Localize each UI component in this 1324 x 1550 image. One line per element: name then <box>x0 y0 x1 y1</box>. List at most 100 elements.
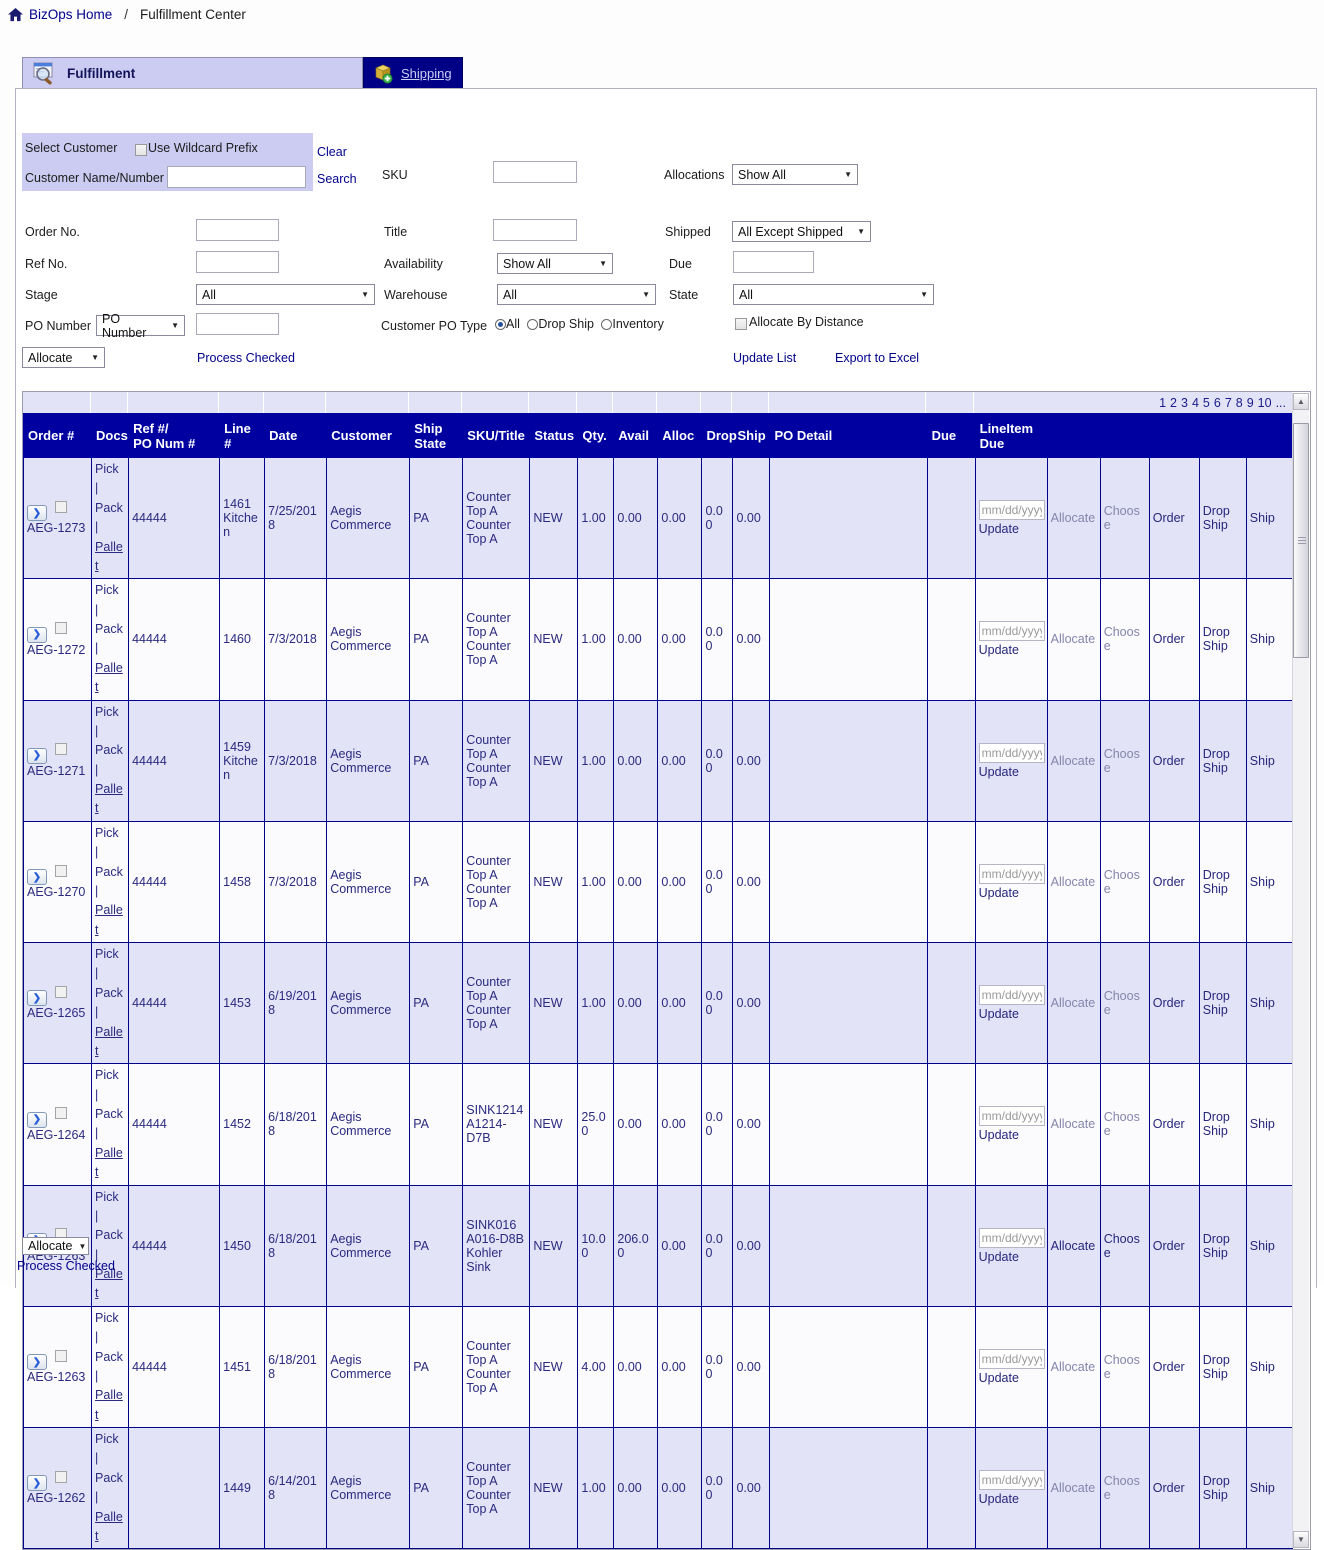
lineitem-due-input[interactable] <box>978 985 1045 1006</box>
lineitem-due-input[interactable] <box>978 742 1045 763</box>
expand-row-button[interactable]: ❯ <box>27 1111 47 1128</box>
due-input[interactable] <box>733 251 814 273</box>
order-link[interactable]: Order <box>1152 874 1185 889</box>
allocate-link[interactable]: Allocate <box>1050 511 1096 526</box>
update-link[interactable]: Update <box>978 764 1019 779</box>
pallet-link[interactable]: Pallet <box>95 1509 123 1543</box>
clear-link[interactable]: Clear <box>317 145 347 159</box>
update-link[interactable]: Update <box>978 1128 1019 1143</box>
pallet-link[interactable]: Pallet <box>95 903 123 937</box>
vertical-scrollbar[interactable]: ▲ ▼ <box>1292 393 1309 1549</box>
order-link[interactable]: Order <box>1152 1481 1185 1496</box>
drop-ship-link[interactable]: Drop Ship <box>1202 625 1230 654</box>
lineitem-due-input[interactable] <box>978 863 1045 884</box>
pallet-link[interactable]: Pallet <box>95 539 123 573</box>
page-link[interactable]: 2 <box>1170 395 1177 410</box>
update-link[interactable]: Update <box>978 643 1019 658</box>
choose-link[interactable]: Choose <box>1103 504 1140 533</box>
row-checkbox[interactable] <box>55 864 67 877</box>
row-checkbox[interactable] <box>55 1349 67 1362</box>
expand-row-button[interactable]: ❯ <box>27 626 47 643</box>
page-link[interactable]: 7 <box>1224 395 1232 410</box>
pick-link[interactable]: Pick <box>95 462 119 476</box>
lineitem-due-input[interactable] <box>978 1470 1045 1491</box>
stage-select[interactable]: All ▼ <box>196 284 375 305</box>
lineitem-due-input[interactable] <box>978 1348 1045 1369</box>
availability-select[interactable]: Show All ▼ <box>497 253 613 274</box>
allocate-link[interactable]: Allocate <box>1050 753 1096 768</box>
pick-link[interactable]: Pick <box>95 1068 119 1083</box>
allocate-link[interactable]: Allocate <box>1050 1117 1096 1132</box>
lineitem-due-input[interactable] <box>978 621 1045 642</box>
customer-name-input[interactable] <box>167 166 306 188</box>
sku-input[interactable] <box>493 161 577 183</box>
ship-link[interactable]: Ship <box>1249 1359 1275 1374</box>
pack-link[interactable]: Pack <box>95 1228 123 1243</box>
tab-fulfillment[interactable]: Fulfillment <box>22 57 363 88</box>
allocate-link[interactable]: Allocate <box>1050 1238 1096 1253</box>
ship-link[interactable]: Ship <box>1249 753 1275 768</box>
expand-row-button[interactable]: ❯ <box>27 869 47 886</box>
po-type-radio-inventory[interactable] <box>601 319 613 330</box>
drop-ship-link[interactable]: Drop Ship <box>1202 1352 1230 1381</box>
choose-link[interactable]: Choose <box>1103 746 1140 775</box>
page-link[interactable]: 10 <box>1257 395 1272 410</box>
lineitem-due-input[interactable] <box>978 1106 1045 1127</box>
po-number-input[interactable] <box>196 313 279 335</box>
po-type-radio-dropship[interactable] <box>527 319 539 330</box>
expand-row-button[interactable]: ❯ <box>27 990 47 1007</box>
state-select[interactable]: All ▼ <box>733 284 934 305</box>
pack-link[interactable]: Pack <box>95 985 123 1000</box>
pallet-link[interactable]: Pallet <box>95 660 123 695</box>
order-link[interactable]: Order <box>1152 996 1185 1011</box>
pack-link[interactable]: Pack <box>95 1107 123 1121</box>
ship-link[interactable]: Ship <box>1249 1238 1275 1253</box>
drop-ship-link[interactable]: Drop Ship <box>1202 1474 1230 1503</box>
update-list-link[interactable]: Update List <box>733 351 797 365</box>
allocate-link[interactable]: Allocate <box>1050 1481 1096 1496</box>
home-icon[interactable] <box>8 7 23 22</box>
row-checkbox[interactable] <box>55 1470 67 1483</box>
pack-link[interactable]: Pack <box>95 864 123 879</box>
drop-ship-link[interactable]: Drop Ship <box>1202 1110 1230 1139</box>
pallet-link[interactable]: Pallet <box>95 782 123 816</box>
ship-link[interactable]: Ship <box>1249 632 1275 647</box>
breadcrumb-home-link[interactable]: BizOps Home <box>29 7 113 22</box>
scroll-up-button[interactable]: ▲ <box>1293 393 1309 410</box>
order-link[interactable]: Order <box>1152 753 1185 768</box>
ship-link[interactable]: Ship <box>1249 874 1275 889</box>
pack-link[interactable]: Pack <box>95 622 123 636</box>
expand-row-button[interactable]: ❯ <box>27 747 47 764</box>
page-link[interactable]: 4 <box>1191 395 1199 410</box>
po-number-select[interactable]: PO Number ▼ <box>96 312 185 340</box>
ship-link[interactable]: Ship <box>1249 1481 1275 1496</box>
ship-link[interactable]: Ship <box>1249 511 1275 526</box>
page-link[interactable]: 9 <box>1246 395 1254 410</box>
pack-link[interactable]: Pack <box>95 1470 123 1485</box>
expand-row-button[interactable]: ❯ <box>27 505 47 522</box>
process-checked-link-bottom[interactable]: Process Checked <box>17 1259 115 1273</box>
shipped-select[interactable]: All Except Shipped ▼ <box>732 221 871 242</box>
choose-link[interactable]: Choose <box>1103 989 1140 1018</box>
pick-link[interactable]: Pick <box>95 1189 119 1204</box>
drop-ship-link[interactable]: Drop Ship <box>1202 867 1230 896</box>
drop-ship-link[interactable]: Drop Ship <box>1202 1231 1230 1260</box>
pick-link[interactable]: Pick <box>95 583 119 598</box>
allocate-link[interactable]: Allocate <box>1050 1359 1096 1374</box>
allocations-select[interactable]: Show All ▼ <box>732 164 858 185</box>
expand-row-button[interactable]: ❯ <box>27 1475 47 1492</box>
update-link[interactable]: Update <box>978 1492 1019 1507</box>
pack-link[interactable]: Pack <box>95 743 123 758</box>
ship-link[interactable]: Ship <box>1249 996 1275 1011</box>
po-type-radio-all[interactable] <box>495 319 506 330</box>
bulk-action-select-bottom[interactable]: Allocate ▼ <box>22 1237 89 1255</box>
update-link[interactable]: Update <box>978 522 1019 537</box>
order-link[interactable]: Order <box>1152 1238 1185 1253</box>
choose-link[interactable]: Choose <box>1103 1110 1140 1139</box>
drop-ship-link[interactable]: Drop Ship <box>1202 989 1230 1018</box>
pick-link[interactable]: Pick <box>95 825 119 840</box>
allocate-link[interactable]: Allocate <box>1050 996 1096 1011</box>
order-link[interactable]: Order <box>1152 1359 1185 1374</box>
order-no-input[interactable] <box>196 219 279 241</box>
expand-row-button[interactable]: ❯ <box>27 1354 47 1371</box>
